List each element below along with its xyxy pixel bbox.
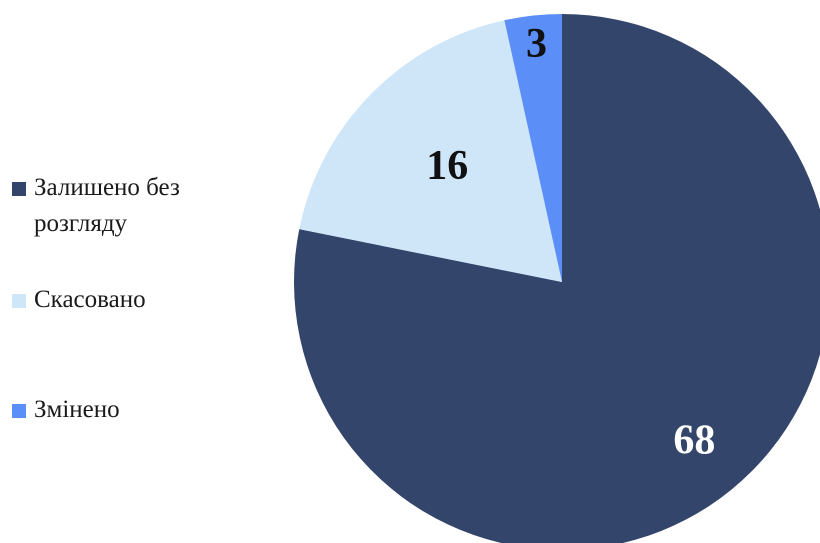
pie-slice-cancelled: [299, 20, 562, 283]
legend-swatch-changed: [12, 404, 26, 418]
legend-label-cancelled: Скасовано: [34, 286, 146, 313]
legend-label-changed: Змінено: [34, 396, 120, 423]
legend-label-left-without-consideration: Залишено без розгляду: [34, 174, 180, 237]
legend-swatch-left-without-consideration: [12, 182, 26, 196]
legend-swatch-cancelled: [12, 294, 26, 308]
data-label-cancelled: 16: [426, 143, 468, 189]
data-label-left-without-consideration: 68: [673, 417, 715, 463]
legend-item-cancelled: Скасовано: [12, 282, 244, 318]
legend-item-left-without-consideration: Залишено без розгляду: [12, 170, 244, 242]
pie-slice-left-without-consideration: [294, 14, 820, 543]
pie-slice-changed: [504, 14, 562, 282]
legend-item-changed: Змінено: [12, 392, 244, 428]
data-label-changed: 3: [526, 21, 547, 67]
